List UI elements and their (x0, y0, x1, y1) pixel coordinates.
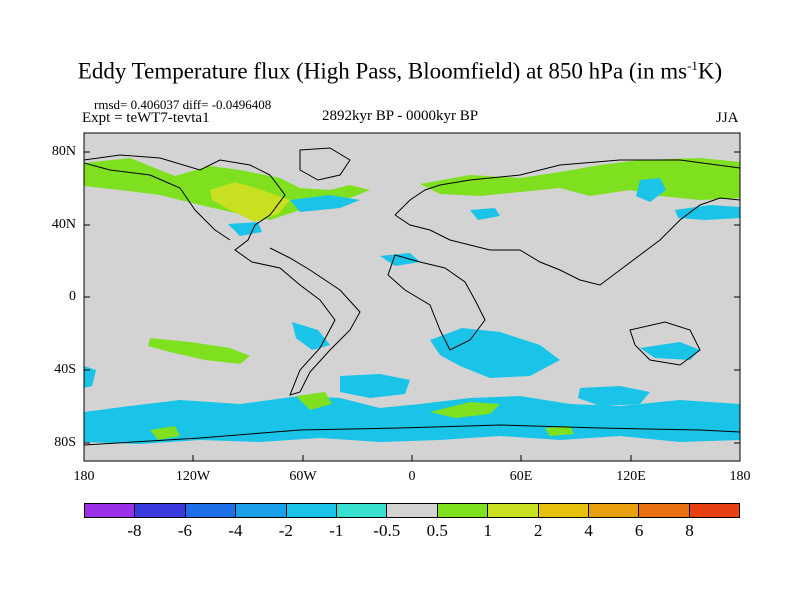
period-label: 2892kyr BP - 0000kyr BP (322, 108, 479, 124)
negative-anomaly-region (84, 366, 96, 388)
negative-anomaly-region (640, 342, 700, 360)
negative-anomaly-region (290, 195, 360, 212)
negative-anomaly-region (292, 322, 330, 350)
colorbar-label: 1 (483, 521, 492, 540)
colorbar-label: -6 (177, 521, 192, 540)
colorbar-swatch (689, 504, 740, 517)
negative-anomaly-region (578, 386, 650, 406)
season-label: JJA (716, 110, 739, 126)
colorbar-swatch (538, 504, 589, 517)
colorbar-label: -2 (278, 521, 293, 540)
strong-positive-region (210, 182, 290, 222)
lat-label: 40N (51, 217, 76, 232)
negative-anomaly-region (470, 208, 500, 220)
colorbar-label: 2 (533, 521, 543, 540)
colorbar-swatch (135, 504, 186, 517)
lon-label: 180 (729, 469, 751, 484)
colorbar-label: 6 (634, 521, 644, 540)
colorbar-label: 8 (685, 521, 694, 540)
lat-label: 80N (51, 144, 76, 159)
axis-ticks (84, 151, 740, 461)
colorbar-label: 0.5 (426, 521, 448, 540)
colorbar-swatch (336, 504, 388, 517)
colorbar-swatch (588, 504, 640, 517)
colorbar-label: -4 (228, 521, 243, 540)
lat-label: 80S (54, 435, 76, 450)
colorbar-swatch (185, 504, 237, 517)
plot-title: Eddy Temperature flux (High Pass, Bloomf… (77, 58, 723, 84)
colorbar-swatch (85, 504, 136, 517)
colorbar-label: 4 (584, 521, 593, 540)
negative-anomaly-region (380, 253, 420, 266)
lon-label: 0 (408, 469, 416, 484)
experiment-label: Expt = teWT7-tevta1 (82, 110, 210, 126)
positive-anomaly-region (148, 338, 250, 364)
colorbar-label: -8 (127, 521, 142, 540)
colorbar-label: -1 (329, 521, 344, 540)
negative-anomaly-region (228, 222, 262, 236)
lon-label: 120W (175, 469, 211, 484)
negative-anomaly-region (636, 178, 666, 202)
lat-label: 0 (69, 289, 76, 304)
colorbar-swatch (639, 504, 690, 517)
colorbar-label: -0.5 (373, 521, 401, 540)
colorbar-swatch (286, 504, 337, 517)
colorbar-swatch (488, 504, 539, 517)
coastlines (84, 147, 740, 446)
colorbar-swatch (236, 504, 287, 517)
positive-anomaly-region (545, 426, 574, 436)
positive-anomaly-region (296, 392, 332, 410)
lon-label: 60W (289, 469, 317, 484)
colorbar (84, 503, 740, 518)
lon-label: 60E (509, 469, 533, 484)
negative-anomaly-region (340, 374, 410, 398)
negative-anomaly-region (675, 205, 740, 220)
anomaly-fields (84, 147, 740, 446)
positive-anomaly-region (430, 402, 500, 418)
negative-anomaly-region (430, 328, 560, 378)
positive-anomaly-region (150, 426, 180, 440)
colorbar-swatch (437, 504, 489, 517)
lat-label: 40S (54, 362, 76, 377)
lon-label: 180 (73, 469, 95, 484)
lon-label: 120E (616, 469, 646, 484)
stats-text: rmsd= 0.406037 diff= -0.0496408 (94, 97, 272, 112)
colorbar-swatch (387, 504, 438, 517)
negative-anomaly-region (84, 396, 740, 444)
